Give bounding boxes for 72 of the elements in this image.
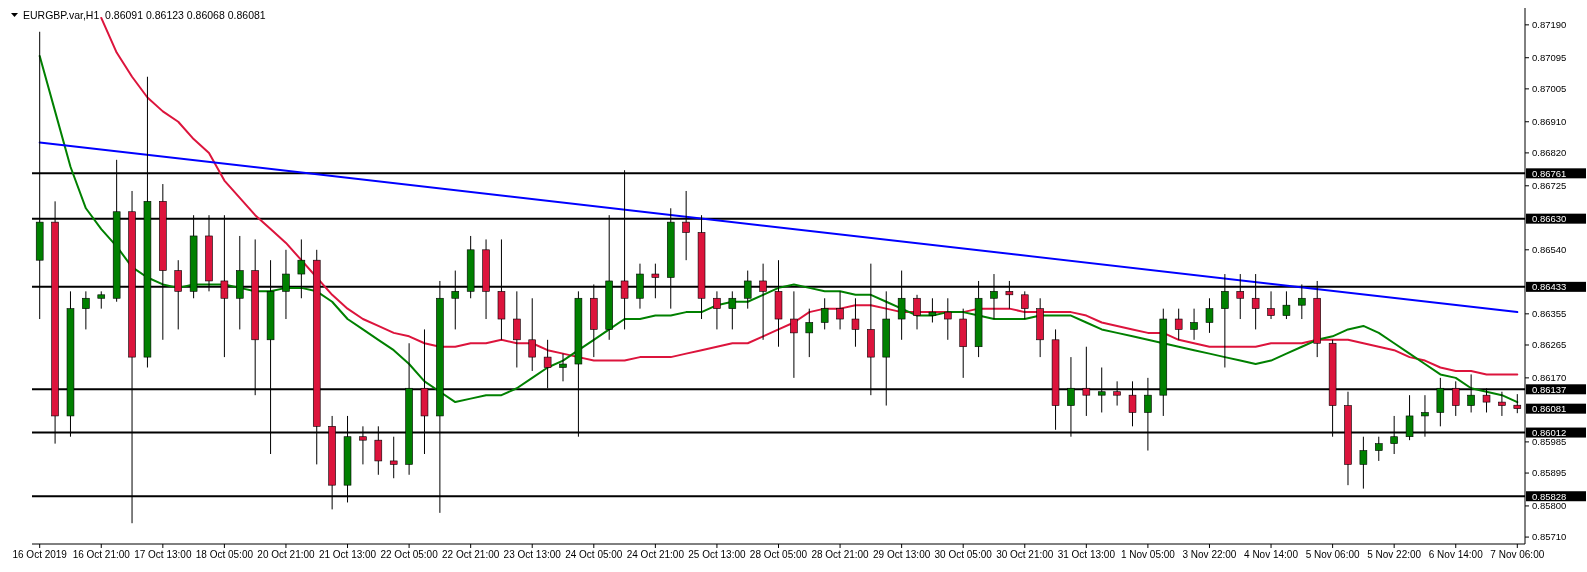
x-tick-label: 22 Oct 21:00 (442, 549, 500, 560)
candlestick (728, 290, 737, 330)
candlestick (1267, 290, 1275, 320)
ref-line-label: 0.86137 (1532, 383, 1567, 395)
x-tick-label: 16 Oct 21:00 (72, 549, 131, 560)
x-tick-label: 20 Oct 21:00 (257, 549, 316, 560)
candlestick (1174, 308, 1183, 341)
text: 0.86081 (1532, 403, 1567, 414)
y-tick-label: 0.87190 (1532, 19, 1567, 31)
x-tick-label: 3 Nov 22:00 (1182, 549, 1237, 560)
candlestick (805, 308, 814, 358)
x-tick-label: 16 Oct 2019 (12, 549, 68, 560)
x-tick-label: 5 Nov 22:00 (1367, 549, 1422, 560)
x-tick-label: 7 Nov 06:00 (1490, 549, 1545, 560)
ref-line-label: 0.86630 (1532, 212, 1567, 224)
y-tick-label: 0.86265 (1532, 339, 1567, 351)
chart-title: EURGBP.var,H1 0.86091 0.86123 0.86068 0.86081 (23, 9, 266, 21)
x-tick-label: 25 Oct 13:00 (688, 549, 746, 560)
x-tick-label: 31 Oct 13:00 (1057, 549, 1116, 560)
y-tick-label: 0.86355 (1532, 308, 1567, 320)
candlestick (1498, 391, 1506, 417)
y-tick-label: 0.86540 (1532, 244, 1567, 256)
x-tick-label: 4 Nov 14:00 (1244, 549, 1299, 560)
candlestick (1021, 290, 1029, 320)
candlestick (82, 290, 90, 330)
candlestick (1205, 297, 1214, 334)
y-tick-label: 0.85800 (1532, 500, 1567, 512)
candlestick (836, 290, 844, 330)
candlestick (713, 290, 721, 330)
candlestick (851, 297, 860, 348)
candlestick (820, 297, 829, 330)
candlestick (913, 294, 921, 330)
candlestick (928, 297, 937, 323)
x-tick-label: 24 Oct 05:00 (565, 549, 623, 560)
ref-line-label: 0.86012 (1532, 426, 1567, 438)
candlestick (389, 436, 398, 479)
x-tick-label: 17 Oct 13:00 (134, 549, 192, 560)
x-tick-label: 28 Oct 05:00 (749, 549, 808, 560)
x-tick-label: 18 Oct 05:00 (195, 549, 254, 560)
candlestick (1359, 436, 1368, 490)
x-tick-label: 22 Oct 05:00 (380, 549, 439, 560)
candlestick (1513, 393, 1522, 414)
candlestick (174, 259, 182, 330)
ref-line-label: 0.86433 (1532, 281, 1567, 293)
candlestick (528, 297, 536, 372)
x-tick-label: 5 Nov 06:00 (1305, 549, 1360, 560)
y-tick-label: 0.85985 (1532, 436, 1567, 448)
x-tick-label: 1 Nov 05:00 (1120, 549, 1176, 560)
x-tick-label: 24 Oct 21:00 (626, 549, 685, 560)
y-tick-label: 0.87095 (1532, 52, 1567, 64)
y-tick-label: 0.86725 (1532, 180, 1567, 192)
ref-line-label: 0.86761 (1532, 167, 1567, 179)
ref-line-label: 0.85828 (1532, 490, 1567, 502)
candlestick (1282, 290, 1291, 320)
y-tick-label: 0.86820 (1532, 147, 1567, 159)
x-tick-label: 30 Oct 21:00 (996, 549, 1054, 560)
x-tick-label: 30 Oct 05:00 (934, 549, 993, 560)
x-tick-label: 21 Oct 13:00 (318, 549, 377, 560)
y-tick-label: 0.85710 (1532, 531, 1567, 543)
candlestick (1190, 308, 1198, 341)
x-tick-label: 23 Oct 13:00 (503, 549, 562, 560)
y-tick-label: 0.87005 (1532, 83, 1567, 95)
candlestick (944, 297, 952, 341)
candlestick (559, 353, 567, 382)
x-tick-label: 6 Nov 14:00 (1428, 549, 1484, 560)
candlestick (1375, 436, 1383, 462)
x-tick-label: 28 Oct 21:00 (811, 549, 870, 560)
y-tick-label: 0.86910 (1532, 116, 1567, 128)
y-tick-label: 0.86170 (1532, 372, 1567, 384)
candlestick (513, 290, 521, 368)
y-tick-label: 0.85895 (1532, 467, 1567, 479)
x-tick-label: 29 Oct 13:00 (873, 549, 931, 560)
